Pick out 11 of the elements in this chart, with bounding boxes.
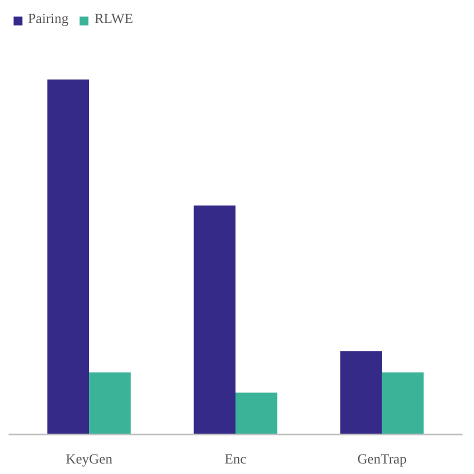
bar (47, 80, 90, 434)
x-tick-label: KeyGen (66, 452, 112, 468)
x-tick-label: Enc (224, 452, 246, 468)
bar (194, 206, 236, 434)
bar (236, 392, 278, 434)
legend-label: Pairing (28, 12, 68, 28)
bar (340, 351, 382, 434)
x-tick-label: GenTrap (357, 452, 407, 468)
bar (89, 372, 131, 434)
bar (382, 372, 424, 434)
legend-label: RLWE (94, 12, 134, 28)
